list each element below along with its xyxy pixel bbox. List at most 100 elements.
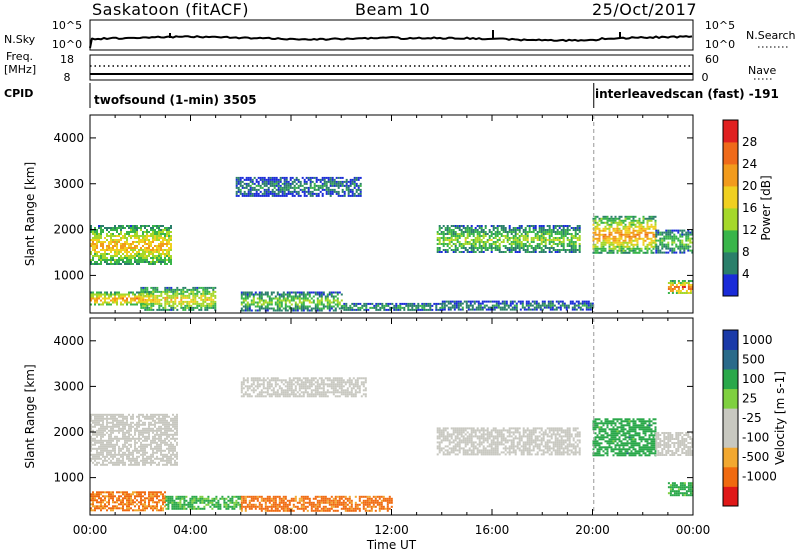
power-cell bbox=[124, 249, 126, 251]
power-cell bbox=[490, 225, 493, 227]
power-cell bbox=[345, 188, 348, 191]
power-cell bbox=[498, 233, 501, 235]
velocity-cell bbox=[140, 491, 142, 494]
power-cell bbox=[283, 194, 286, 197]
power-cell bbox=[94, 297, 96, 300]
power-cell bbox=[250, 309, 253, 312]
power-cell bbox=[502, 227, 505, 229]
power-cell bbox=[249, 180, 252, 183]
power-cell bbox=[114, 229, 116, 231]
velocity-cell bbox=[96, 449, 98, 452]
velocity-cell bbox=[106, 425, 108, 428]
power-cell bbox=[646, 221, 649, 224]
power-cell bbox=[247, 190, 250, 193]
power-cell bbox=[261, 192, 264, 195]
power-cell bbox=[608, 233, 611, 236]
power-cell bbox=[525, 308, 528, 311]
power-cell bbox=[630, 247, 633, 250]
power-cell bbox=[206, 288, 209, 291]
power-cell bbox=[150, 306, 153, 309]
velocity-cell bbox=[132, 499, 134, 502]
velocity-cell bbox=[244, 393, 247, 396]
velocity-cell bbox=[108, 421, 110, 424]
power-cell bbox=[659, 237, 662, 240]
velocity-cell bbox=[172, 421, 174, 424]
power-cell bbox=[640, 231, 643, 234]
velocity-cell bbox=[138, 425, 140, 428]
velocity-cell bbox=[138, 435, 140, 438]
power-cell bbox=[94, 231, 96, 233]
power-cell bbox=[626, 229, 629, 232]
velocity-cell bbox=[122, 423, 124, 426]
power-cell bbox=[347, 180, 350, 183]
power-cell bbox=[275, 192, 278, 195]
power-cell bbox=[634, 239, 637, 242]
velocity-cell bbox=[98, 507, 100, 510]
power-cell bbox=[158, 255, 160, 257]
power-cell bbox=[655, 239, 658, 242]
power-cell bbox=[355, 302, 358, 305]
power-cell bbox=[498, 237, 501, 239]
power-cell bbox=[208, 286, 211, 289]
velocity-cell bbox=[96, 435, 98, 438]
power-cell bbox=[444, 237, 447, 239]
power-cell bbox=[602, 217, 605, 220]
velocity-cell bbox=[223, 503, 226, 506]
velocity-cell bbox=[100, 507, 102, 510]
power-cell bbox=[170, 261, 172, 263]
velocity-cell bbox=[114, 443, 116, 446]
power-cell bbox=[556, 249, 559, 251]
power-cell bbox=[270, 303, 273, 306]
power-cell bbox=[210, 300, 213, 303]
power-cell bbox=[122, 249, 124, 251]
power-cell bbox=[442, 245, 445, 247]
power-cell bbox=[274, 297, 277, 300]
power-cell bbox=[310, 297, 313, 300]
power-cell bbox=[290, 299, 293, 302]
power-cell bbox=[331, 184, 334, 187]
velocity-cell bbox=[124, 461, 126, 464]
velocity-cell bbox=[183, 505, 186, 508]
power-cell bbox=[524, 233, 527, 235]
velocity-cell bbox=[160, 507, 162, 510]
velocity-cell bbox=[154, 447, 156, 450]
power-cell bbox=[484, 233, 487, 235]
power-cell bbox=[504, 251, 507, 253]
power-cell bbox=[520, 225, 523, 227]
power-cell bbox=[351, 192, 354, 195]
velocity-cell bbox=[148, 461, 150, 464]
power-cell bbox=[114, 225, 116, 227]
power-cell bbox=[659, 249, 662, 252]
power-cell bbox=[511, 300, 514, 303]
power-cell bbox=[614, 235, 617, 238]
power-cell bbox=[480, 225, 483, 227]
power-cell bbox=[677, 231, 680, 234]
power-cell bbox=[521, 306, 524, 309]
power-cell bbox=[214, 296, 217, 299]
power-cell bbox=[397, 308, 400, 311]
power-cell bbox=[389, 308, 392, 311]
velocity-cell bbox=[108, 437, 110, 440]
velocity-cell bbox=[116, 497, 118, 500]
power-cell bbox=[514, 247, 517, 249]
velocity-cell bbox=[108, 501, 110, 504]
velocity-cell bbox=[162, 413, 164, 416]
power-cell bbox=[301, 190, 304, 193]
velocity-cell bbox=[114, 435, 116, 438]
power-cell bbox=[421, 302, 424, 305]
power-cell bbox=[126, 239, 128, 241]
power-cell bbox=[172, 292, 175, 295]
power-cell bbox=[505, 302, 508, 305]
power-cell bbox=[255, 180, 258, 183]
power-cell bbox=[154, 249, 156, 251]
power-cell bbox=[132, 255, 134, 257]
power-cell bbox=[620, 221, 623, 224]
power-cell bbox=[444, 227, 447, 229]
power-cell bbox=[583, 300, 586, 303]
power-cell bbox=[108, 245, 110, 247]
power-cell bbox=[475, 306, 478, 309]
velocity-cell bbox=[174, 423, 176, 426]
power-cell bbox=[492, 241, 495, 243]
power-cell bbox=[166, 294, 169, 297]
velocity-echo-region bbox=[165, 495, 242, 510]
